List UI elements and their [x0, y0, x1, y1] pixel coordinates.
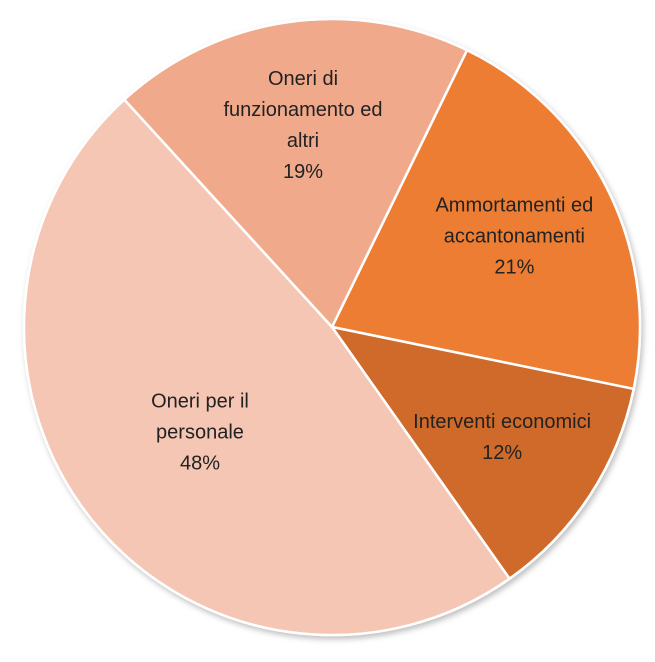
slice	[22, 97, 512, 637]
slices	[22, 17, 642, 637]
category-label: Oneri di funzionamento ed altri	[223, 67, 383, 152]
value-label: 12%	[482, 442, 523, 465]
slice	[122, 17, 469, 330]
category-label: Ammortamenti ed accantonamenti	[435, 194, 594, 248]
value-label: 19%	[282, 160, 324, 183]
value-label: 21%	[494, 256, 535, 279]
slice	[329, 325, 636, 581]
slice-label: Interventi economici 12%	[412, 407, 592, 469]
category-label: Interventi economici	[413, 411, 592, 434]
slice-label: Ammortamenti ed accantonamenti 21%	[424, 191, 604, 284]
value-label: 48%	[179, 452, 220, 475]
slice-label: Oneri di funzionamento ed altri 19%	[213, 64, 393, 188]
slice-label: Oneri per il personale 48%	[135, 387, 265, 480]
category-label: Oneri per il personale	[151, 390, 249, 444]
slice	[330, 48, 642, 391]
